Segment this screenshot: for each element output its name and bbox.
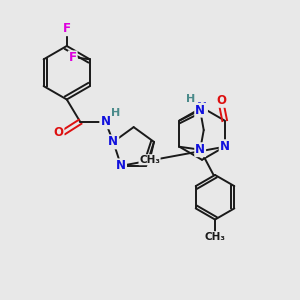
Text: CH₃: CH₃ <box>205 232 226 242</box>
Text: O: O <box>53 126 64 139</box>
Text: CH₃: CH₃ <box>139 155 160 165</box>
Text: N: N <box>220 140 230 153</box>
Text: H: H <box>186 94 195 103</box>
Text: N: N <box>197 101 207 114</box>
Text: N: N <box>100 115 110 128</box>
Text: N: N <box>195 104 205 117</box>
Text: F: F <box>63 22 71 35</box>
Text: O: O <box>217 94 227 107</box>
Text: N: N <box>195 143 205 156</box>
Text: N: N <box>116 159 126 172</box>
Text: N: N <box>108 135 118 148</box>
Text: F: F <box>69 51 77 64</box>
Text: H: H <box>111 108 120 118</box>
